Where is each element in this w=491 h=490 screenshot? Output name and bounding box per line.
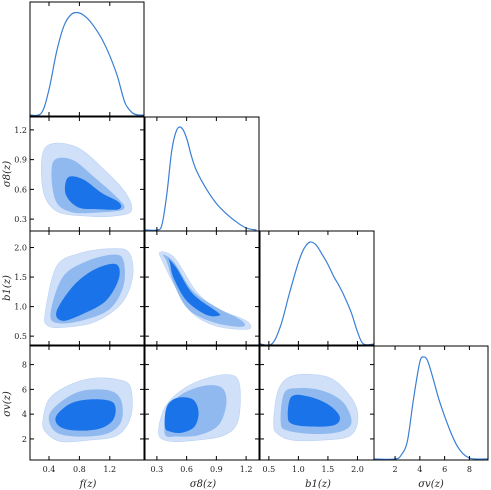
panel-frame bbox=[144, 230, 260, 346]
y-tick-label: 8 bbox=[22, 361, 27, 370]
x-tick-label: 2 bbox=[393, 465, 398, 474]
xlabel-f: f(z) bbox=[79, 479, 97, 490]
x-tick-label: 1.2 bbox=[240, 465, 253, 474]
xlabel-s8: σ8(z) bbox=[190, 479, 216, 490]
xlabel-sv: σv(z) bbox=[418, 479, 444, 490]
contour-panel-s8-sv bbox=[158, 374, 241, 442]
y-tick-label: 0.9 bbox=[14, 156, 27, 165]
contour-level-3 bbox=[56, 263, 120, 321]
tick-layer: 0.4 0.8 1.2 0.3 0.6 0.9 1.2 0.5 1.0 1.5 2.0 2 4 6 8 0.3… bbox=[14, 1, 489, 474]
panel-frame bbox=[259, 230, 375, 346]
contour-panel-f-b1 bbox=[44, 248, 134, 328]
y-tick-label: 1.5 bbox=[14, 273, 27, 282]
contour-panel-s8-b1 bbox=[159, 251, 252, 330]
panel-frame bbox=[373, 345, 489, 461]
y-tick-label: 0.6 bbox=[14, 185, 27, 194]
x-tick-label: 0.9 bbox=[210, 465, 223, 474]
contour-level-3 bbox=[167, 257, 221, 317]
ylabel-s8: σ8(z) bbox=[2, 161, 13, 187]
ylabel-sv: σv(z) bbox=[2, 391, 13, 417]
contour-level-3 bbox=[55, 399, 116, 431]
label-layer: f(z) σ8(z) b1(z) σv(z) σ8(z) b1(z) σv(z) bbox=[2, 161, 444, 490]
x-tick-label: 2.0 bbox=[351, 465, 364, 474]
x-tick-label: 6 bbox=[442, 465, 447, 474]
contour-level-2 bbox=[162, 254, 245, 327]
y-tick-label: 6 bbox=[22, 385, 27, 394]
contour-panel-f-s8 bbox=[41, 142, 133, 218]
x-tick-label: 0.4 bbox=[43, 465, 56, 474]
x-tick-label: 4 bbox=[417, 465, 422, 474]
x-tick-label: 0.6 bbox=[180, 465, 193, 474]
y-tick-label: 0.3 bbox=[14, 215, 27, 224]
contour-panel-b1-sv bbox=[273, 373, 359, 442]
y-tick-label: 0.5 bbox=[14, 332, 27, 341]
marginal-curve-b1 bbox=[259, 241, 375, 346]
plot-content bbox=[29, 11, 489, 460]
marginal-curve-sv bbox=[373, 356, 489, 460]
panel-frame bbox=[144, 345, 260, 461]
y-tick-label: 1.2 bbox=[14, 126, 27, 135]
panel-frame bbox=[29, 230, 145, 346]
contour-level-3 bbox=[64, 176, 122, 210]
panel-frame bbox=[144, 116, 260, 232]
marginal-curve-s8 bbox=[144, 126, 257, 231]
xlabel-b1: b1(z) bbox=[305, 479, 331, 490]
y-tick-label: 4 bbox=[22, 410, 27, 419]
contour-panel-f-sv bbox=[42, 377, 133, 443]
x-tick-label: 1.2 bbox=[103, 465, 116, 474]
y-tick-label: 1.0 bbox=[14, 303, 27, 312]
y-tick-label: 2.0 bbox=[14, 244, 27, 253]
x-tick-label: 8 bbox=[467, 465, 472, 474]
x-tick-label: 1.0 bbox=[292, 465, 305, 474]
panel-frame bbox=[29, 1, 145, 117]
x-tick-label: 0.5 bbox=[262, 465, 275, 474]
y-tick-label: 2 bbox=[22, 435, 27, 444]
x-tick-label: 1.5 bbox=[322, 465, 335, 474]
panel-frame bbox=[29, 345, 145, 461]
x-tick-label: 0.8 bbox=[73, 465, 86, 474]
contour-level-3 bbox=[164, 397, 199, 434]
ylabel-b1: b1(z) bbox=[2, 275, 13, 301]
x-tick-label: 0.3 bbox=[151, 465, 164, 474]
contour-level-3 bbox=[287, 394, 340, 427]
marginal-curve-f bbox=[29, 11, 145, 117]
